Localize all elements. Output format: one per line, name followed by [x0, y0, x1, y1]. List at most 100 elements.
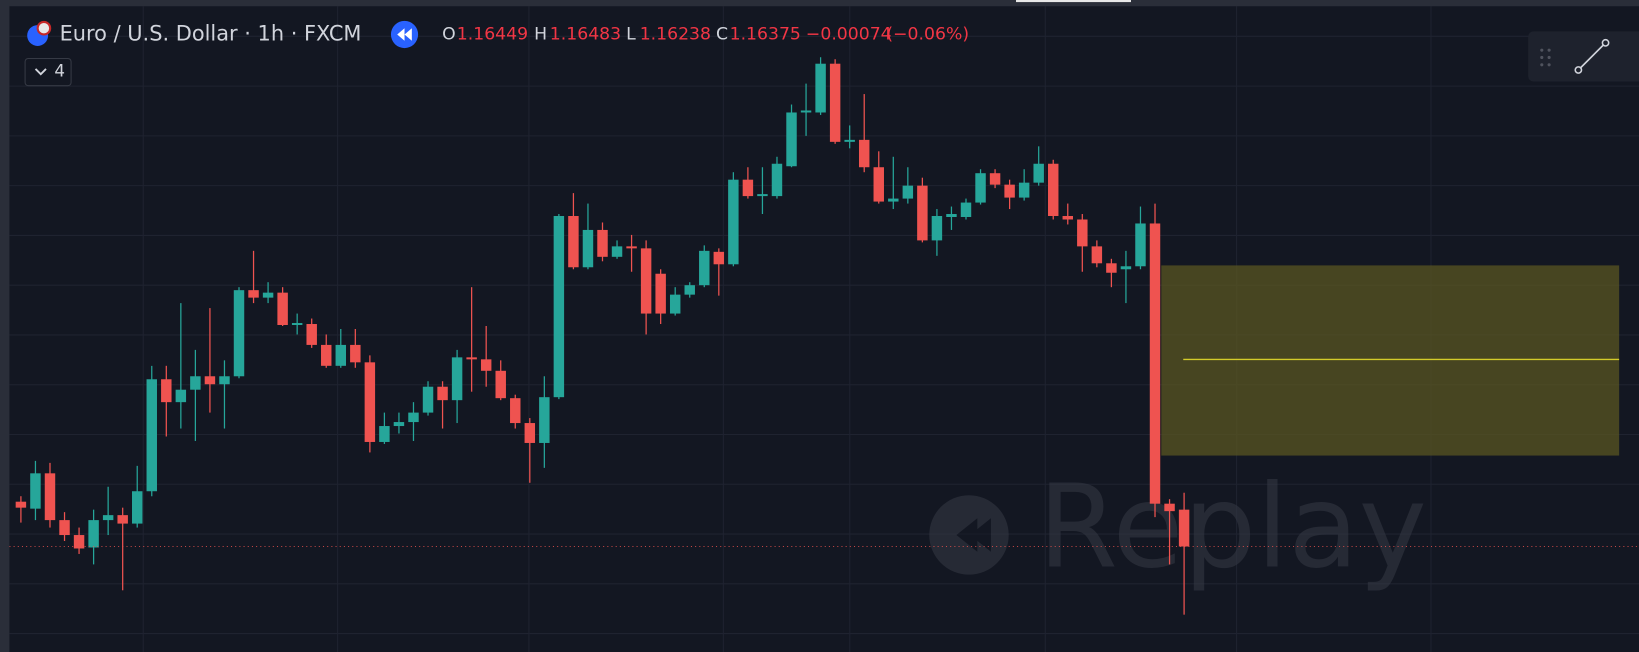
- candle-body: [277, 292, 288, 326]
- candle-body: [888, 198, 899, 202]
- candle-body: [858, 139, 870, 168]
- candle-body: [800, 110, 812, 113]
- candle-body: [699, 250, 710, 286]
- candle-body: [466, 357, 477, 360]
- candle-body: [524, 423, 536, 443]
- legend-high: 1.16483: [550, 24, 621, 44]
- candle-body: [335, 344, 347, 366]
- candle-body: [713, 251, 725, 265]
- trendline-tool[interactable]: [1577, 42, 1607, 71]
- candle-body: [350, 344, 361, 363]
- indicator-toggle[interactable]: [24, 57, 72, 87]
- drag-handle: [1540, 48, 1551, 67]
- candle-body: [655, 273, 666, 314]
- candle-body: [611, 246, 623, 257]
- candle-body: [131, 491, 143, 524]
- candle-body: [233, 290, 245, 377]
- drawing-toolbar[interactable]: [1528, 31, 1639, 82]
- top-border: [0, 0, 1639, 7]
- candle-body: [975, 173, 986, 203]
- legend-change-pct: (−0.06%): [886, 24, 969, 44]
- candle-body: [568, 216, 579, 268]
- candle-body: [786, 112, 797, 167]
- candle-body: [306, 324, 317, 345]
- candle-body: [1120, 266, 1132, 270]
- legend-low: 1.16238: [640, 24, 711, 44]
- candle-body: [102, 515, 114, 521]
- candle-body: [451, 357, 463, 401]
- tool-handle: [1601, 38, 1610, 47]
- candle-body: [510, 398, 521, 424]
- candle-body: [248, 290, 259, 298]
- candle-body: [742, 179, 754, 197]
- symbol-title[interactable]: Euro / U.S. Dollar · 1h · FXCM: [60, 21, 362, 45]
- candle-body: [626, 246, 637, 249]
- candle-body: [44, 473, 56, 521]
- candle-body: [757, 194, 768, 197]
- replay-arrows: [397, 28, 412, 41]
- candle-body: [728, 179, 739, 265]
- candle-body: [495, 370, 506, 399]
- vertical-grid: [142, 6, 1432, 652]
- candle-body: [15, 501, 27, 508]
- top-tab: [1016, 0, 1131, 3]
- legend-close: 1.16375: [730, 24, 801, 44]
- chevron: [34, 68, 47, 76]
- candle-body: [291, 323, 303, 326]
- legend-change: −0.00074: [806, 24, 892, 44]
- zone-box[interactable]: [1161, 265, 1620, 456]
- candle-body: [30, 473, 41, 509]
- candle-body: [364, 362, 376, 442]
- candle-body: [117, 515, 128, 524]
- candle-body: [771, 163, 783, 197]
- candle-body: [1091, 246, 1103, 264]
- candle-body: [219, 376, 230, 385]
- symbol-flag: [36, 20, 52, 36]
- candle-body: [1033, 163, 1044, 183]
- candle-body: [204, 376, 216, 385]
- candle-body: [931, 216, 943, 241]
- candle-body: [175, 389, 187, 403]
- candle-body: [393, 422, 405, 427]
- candle-body: [161, 379, 172, 403]
- candle-body: [902, 185, 914, 199]
- candle-body: [59, 520, 70, 536]
- candle-body: [1018, 182, 1030, 198]
- candles: [9, 57, 1639, 615]
- candle-body: [1062, 216, 1074, 220]
- watermark: Replay: [929, 461, 1427, 595]
- legend-c-label: C: [716, 24, 728, 44]
- candle-body: [480, 359, 492, 371]
- candle-body: [262, 292, 274, 298]
- candle-body: [73, 535, 85, 549]
- candle-body: [1048, 163, 1059, 217]
- candle-body: [539, 397, 550, 443]
- candle-body: [829, 63, 841, 142]
- candle-body: [989, 173, 1001, 185]
- candle-body: [379, 426, 390, 442]
- candle-body: [146, 379, 157, 492]
- candle-body: [960, 202, 972, 218]
- candle-body: [1164, 503, 1175, 512]
- candle-body: [640, 248, 652, 314]
- candle-body: [582, 229, 594, 268]
- candle-body: [190, 376, 201, 390]
- candle-body: [1004, 184, 1015, 198]
- indicator-count: 4: [54, 61, 65, 81]
- candle-body: [437, 386, 448, 401]
- candle-body: [88, 520, 99, 548]
- tool-handle: [1574, 66, 1583, 74]
- candle-body: [1135, 223, 1146, 267]
- left-border: [0, 0, 10, 652]
- candle-body: [553, 216, 565, 398]
- candle-body: [946, 214, 957, 218]
- legend-h-label: H: [534, 24, 547, 44]
- legend-o-label: O: [442, 24, 456, 44]
- candle-body: [1077, 219, 1088, 247]
- candle-body: [321, 344, 332, 366]
- candle-body: [844, 139, 855, 142]
- watermark-arrows: [956, 518, 991, 552]
- grid: [9, 35, 1639, 635]
- legend-l-label: L: [626, 24, 636, 44]
